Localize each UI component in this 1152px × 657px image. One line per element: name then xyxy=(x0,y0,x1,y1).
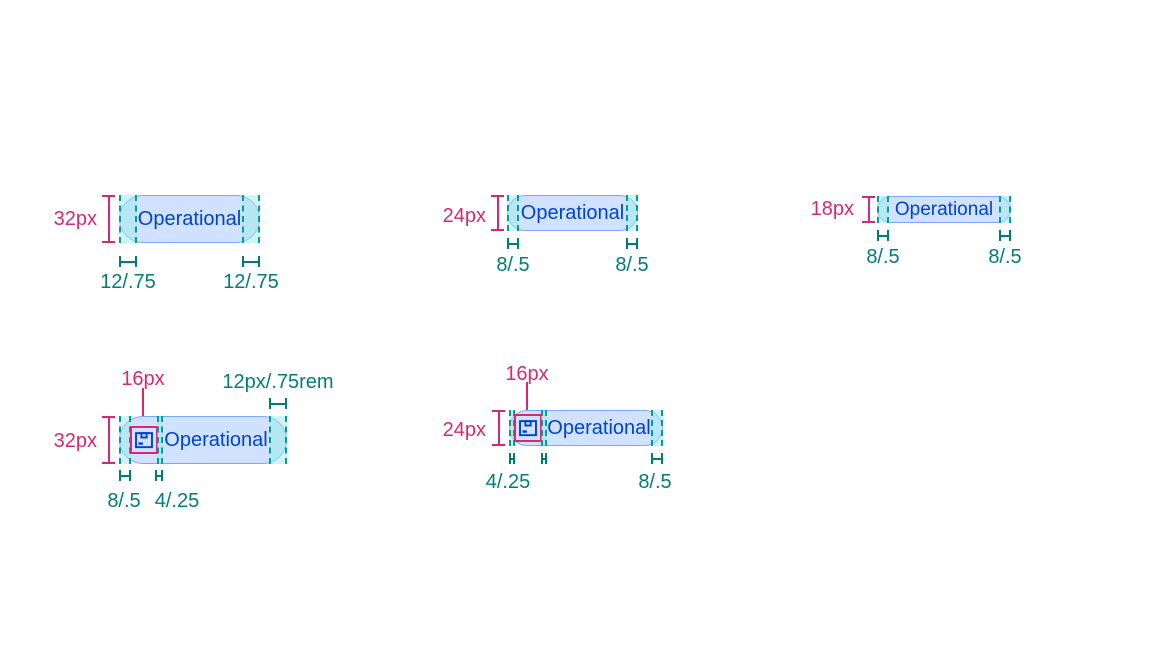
width-bracket-right xyxy=(626,238,638,249)
spec-group-tag-32px-icon: 16px 12px/.75rem 32px Operational 8/.5 4… xyxy=(50,360,345,515)
tag-label: Operational xyxy=(164,429,268,451)
padding-overlay-left xyxy=(119,195,137,243)
padding-overlay-right xyxy=(999,196,1011,223)
padding-right-top-label: 12px/.75rem xyxy=(222,371,334,393)
tag-label: Operational xyxy=(520,202,625,224)
spec-group-tag-18px: 18px Operational 8/.5 8/.5 xyxy=(805,185,1022,275)
spec-group-tag-24px-icon: 16px 24px Operational 4/.25 8/.5 xyxy=(435,355,700,500)
padding-overlay-right xyxy=(651,410,663,446)
height-label: 24px xyxy=(442,205,486,227)
height-bracket xyxy=(492,410,505,446)
tag-operational xyxy=(877,196,1011,223)
height-bracket xyxy=(491,195,504,231)
tag-label: Operational xyxy=(137,208,242,230)
padding-left-label: 8/.5 xyxy=(866,246,900,268)
padding-outer-label: 8/.5 xyxy=(107,490,141,512)
width-bracket-right xyxy=(651,453,663,464)
width-bracket-left xyxy=(877,230,889,241)
height-label: 18px xyxy=(810,198,854,220)
padding-right-label: 8/.5 xyxy=(988,246,1022,268)
box-icon xyxy=(135,432,153,449)
width-bracket-left xyxy=(119,256,137,267)
padding-right-label: 8/.5 xyxy=(615,254,649,276)
icon-highlight-box xyxy=(514,414,542,442)
width-bracket-right xyxy=(242,256,260,267)
padding-icon-label: 4/.25 xyxy=(154,490,200,512)
height-bracket xyxy=(102,195,115,243)
tag-operational xyxy=(507,195,638,231)
padding-left-label: 12/.75 xyxy=(100,271,156,293)
spec-group-tag-32px: 32px Operational 12/.75 12/.75 xyxy=(50,185,290,300)
icon-highlight-box xyxy=(130,426,158,454)
width-bracket-icon-gap xyxy=(155,470,163,481)
width-bracket-top-right xyxy=(269,398,287,409)
padding-overlay-left xyxy=(877,196,889,223)
tag-label: Operational xyxy=(894,199,994,220)
padding-overlay-icon-gap xyxy=(541,410,547,446)
padding-right-label: 12/.75 xyxy=(223,271,279,293)
width-bracket-icon-gap xyxy=(541,453,547,464)
width-bracket-outer-left xyxy=(509,453,515,464)
width-bracket-right xyxy=(999,230,1011,241)
padding-overlay-right xyxy=(626,195,638,231)
padding-overlay-right xyxy=(242,195,260,243)
padding-icon-label: 4/.25 xyxy=(485,471,531,493)
height-label: 32px xyxy=(53,430,97,452)
height-bracket xyxy=(862,196,875,223)
box-icon xyxy=(519,420,537,437)
height-label: 24px xyxy=(442,419,486,441)
icon-size-label: 16px xyxy=(121,368,165,390)
height-bracket xyxy=(102,416,115,464)
height-label: 32px xyxy=(53,208,97,230)
icon-callout-line xyxy=(142,388,144,426)
tag-label: Operational xyxy=(547,417,651,439)
tag-operational xyxy=(119,195,260,243)
padding-overlay-icon-gap xyxy=(157,416,163,464)
padding-overlay-left xyxy=(507,195,519,231)
width-bracket-outer-left xyxy=(119,470,131,481)
width-bracket-left xyxy=(507,238,519,249)
icon-callout-line xyxy=(526,382,528,414)
padding-right-label: 8/.5 xyxy=(638,471,672,493)
padding-left-label: 8/.5 xyxy=(496,254,530,276)
spec-group-tag-24px: 24px Operational 8/.5 8/.5 xyxy=(435,185,660,285)
padding-overlay-right xyxy=(269,416,287,464)
icon-size-label: 16px xyxy=(505,363,549,385)
